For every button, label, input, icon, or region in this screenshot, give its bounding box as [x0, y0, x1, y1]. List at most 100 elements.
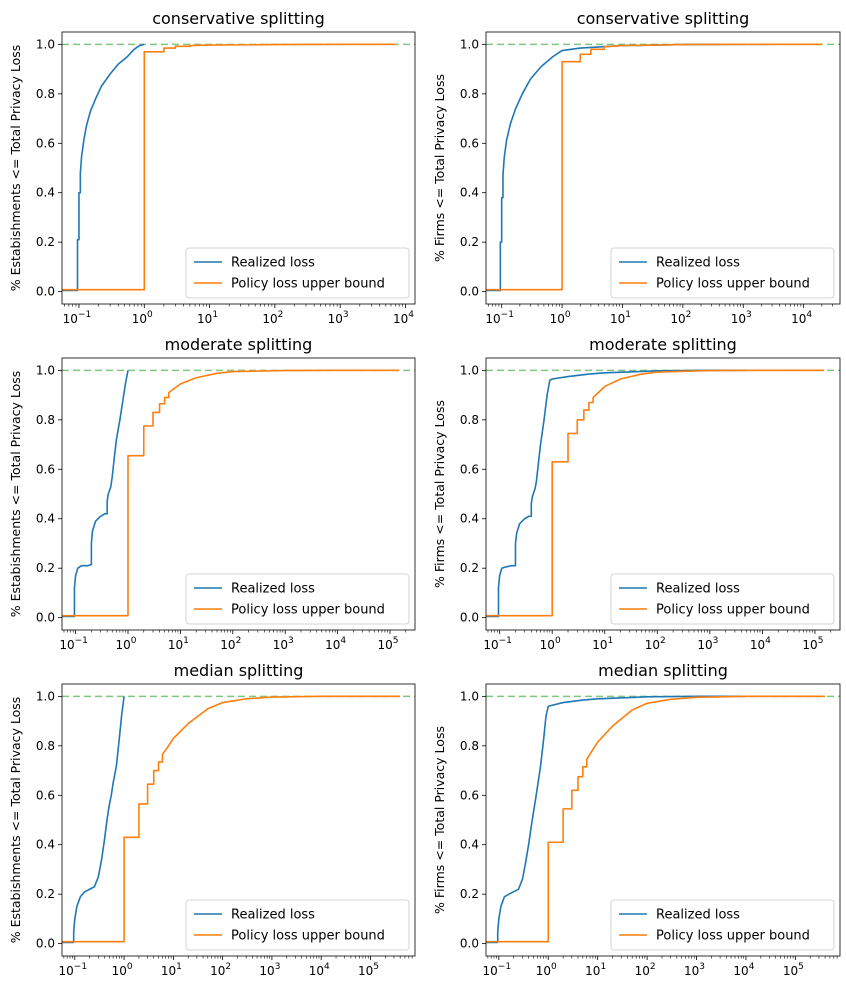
- x-tick-label: 10−1: [59, 962, 88, 978]
- y-axis-label: % Firms <= Total Privacy Loss: [432, 400, 447, 588]
- legend-box: [610, 247, 835, 299]
- y-tick-label: 0.8: [460, 413, 479, 427]
- legend-label-policy: Policy loss upper bound: [231, 929, 385, 944]
- chart-panel: moderate splitting % Estabishments <= Tot…: [8, 335, 416, 652]
- y-axis-label: % Estabishments <= Total Privacy Loss: [8, 371, 23, 618]
- y-tick-label: 0.8: [460, 87, 479, 101]
- x-tick-label: 103: [731, 310, 752, 326]
- legend-label-realized: Realized loss: [231, 256, 315, 271]
- y-tick-label: 0.0: [460, 611, 479, 625]
- axes-frame: [61, 683, 416, 957]
- legend-label-policy: Policy loss upper bound: [656, 277, 810, 292]
- x-tick-label: 105: [358, 962, 379, 978]
- chart-title: conservative splitting: [152, 9, 325, 28]
- x-tick-label: 105: [377, 636, 398, 652]
- legend-label-realized: Realized loss: [656, 256, 740, 271]
- y-tick-label: 0.6: [460, 136, 479, 150]
- axes-frame: [485, 357, 841, 631]
- realized-loss-line: [486, 369, 747, 618]
- y-tick-label: 0.8: [460, 739, 479, 753]
- x-tick-label: 10−1: [483, 962, 512, 978]
- y-axis-label: % Firms <= Total Privacy Loss: [432, 74, 447, 262]
- x-tick-label: 10−1: [59, 636, 88, 652]
- x-tick-label: 101: [161, 962, 182, 978]
- x-tick-label: 100: [132, 310, 153, 326]
- y-tick-label: 0.6: [36, 788, 55, 802]
- chart-panel: conservative splitting % Firms <= Total P…: [432, 9, 841, 326]
- y-axis-label: % Estabishments <= Total Privacy Loss: [8, 697, 23, 944]
- y-tick-label: 0.0: [36, 937, 55, 951]
- y-tick-label: 0.6: [36, 462, 55, 476]
- x-tick-label: 101: [592, 636, 613, 652]
- axes-frame: [61, 357, 416, 631]
- x-tick-label: 102: [635, 962, 656, 978]
- legend-label-policy: Policy loss upper bound: [231, 603, 385, 618]
- legend-box: [185, 899, 410, 951]
- x-tick-label: 103: [697, 636, 718, 652]
- policy-loss-line: [486, 43, 822, 291]
- x-tick-label: 103: [259, 962, 280, 978]
- y-tick-label: 0.2: [460, 887, 479, 901]
- x-tick-label: 10−1: [485, 310, 514, 326]
- x-tick-label: 100: [536, 962, 557, 978]
- x-tick-label: 104: [733, 962, 754, 978]
- x-tick-label: 10−1: [63, 310, 92, 326]
- y-tick-label: 1.0: [460, 689, 479, 703]
- y-axis-label: % Estabishments <= Total Privacy Loss: [8, 45, 23, 292]
- chart-panel: median splitting % Estabishments <= Total…: [8, 661, 416, 978]
- x-tick-label: 102: [210, 962, 231, 978]
- y-tick-label: 0.2: [460, 561, 479, 575]
- chart-title: moderate splitting: [165, 335, 313, 354]
- y-tick-label: 0.2: [36, 887, 55, 901]
- x-tick-label: 105: [783, 962, 804, 978]
- x-tick-label: 102: [262, 310, 283, 326]
- realized-loss-line: [62, 43, 145, 292]
- x-tick-label: 100: [115, 636, 136, 652]
- y-tick-label: 1.0: [36, 37, 55, 51]
- legend-box: [185, 247, 410, 299]
- y-axis-label: % Firms <= Total Privacy Loss: [432, 726, 447, 914]
- x-tick-label: 102: [220, 636, 241, 652]
- chart-panel: conservative splitting % Estabishments <=…: [8, 9, 416, 326]
- legend-label-policy: Policy loss upper bound: [231, 277, 385, 292]
- y-tick-label: 0.4: [36, 512, 55, 526]
- x-tick-label: 102: [670, 310, 691, 326]
- chart-panel: moderate splitting % Firms <= Total Priva…: [432, 335, 841, 652]
- x-tick-label: 10−1: [483, 636, 512, 652]
- x-tick-label: 103: [684, 962, 705, 978]
- x-tick-label: 103: [273, 636, 294, 652]
- realized-loss-line: [62, 370, 129, 618]
- legend-box: [610, 573, 835, 625]
- policy-loss-line: [62, 43, 396, 291]
- x-tick-label: 101: [585, 962, 606, 978]
- y-tick-label: 0.4: [36, 186, 55, 200]
- x-tick-label: 104: [325, 636, 346, 652]
- y-tick-label: 1.0: [36, 689, 55, 703]
- y-tick-label: 0.8: [36, 413, 55, 427]
- x-tick-label: 101: [168, 636, 189, 652]
- legend-label-policy: Policy loss upper bound: [656, 929, 810, 944]
- policy-loss-line: [486, 695, 826, 943]
- x-tick-label: 102: [645, 636, 666, 652]
- y-tick-label: 0.2: [36, 235, 55, 249]
- chart-title: median splitting: [598, 661, 728, 680]
- y-tick-label: 0.0: [36, 611, 55, 625]
- chart-title: median splitting: [174, 661, 304, 680]
- y-tick-label: 1.0: [460, 37, 479, 51]
- y-tick-label: 0.2: [460, 235, 479, 249]
- chart-title: moderate splitting: [589, 335, 737, 354]
- x-tick-label: 100: [112, 962, 133, 978]
- x-tick-label: 103: [328, 310, 349, 326]
- legend-box: [185, 573, 410, 625]
- x-tick-label: 104: [791, 310, 812, 326]
- y-tick-label: 0.6: [460, 462, 479, 476]
- chart-title: conservative splitting: [577, 9, 750, 28]
- legend-label-realized: Realized loss: [656, 582, 740, 597]
- legend-label-policy: Policy loss upper bound: [656, 603, 810, 618]
- y-tick-label: 0.4: [460, 838, 479, 852]
- x-tick-label: 101: [197, 310, 218, 326]
- y-tick-label: 1.0: [460, 363, 479, 377]
- realized-loss-line: [62, 696, 125, 944]
- y-tick-label: 0.8: [36, 739, 55, 753]
